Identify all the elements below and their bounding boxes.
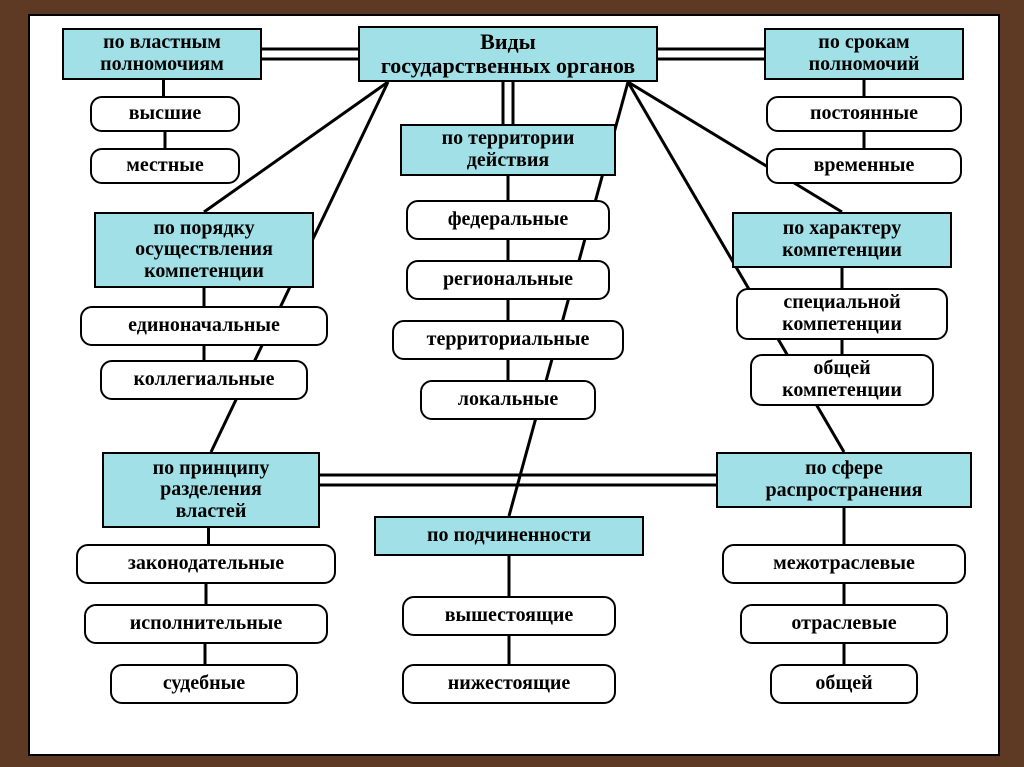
item-node-b6i3: судебные bbox=[110, 664, 298, 704]
item-node-b4i1: единоначальные bbox=[80, 306, 328, 346]
item-node-b2i1: постоянные bbox=[766, 96, 962, 132]
category-node-b5: по характерукомпетенции bbox=[732, 212, 952, 268]
item-node-b7i2: нижестоящие bbox=[402, 664, 616, 704]
root-node: Видыгосударственных органов bbox=[358, 26, 658, 82]
category-node-b2: по срокамполномочий bbox=[764, 28, 964, 80]
item-node-b1i2: местные bbox=[90, 148, 240, 184]
item-node-b3i2: региональные bbox=[406, 260, 610, 300]
item-node-b7i1: вышестоящие bbox=[402, 596, 616, 636]
item-node-b5i1: специальнойкомпетенции bbox=[736, 288, 948, 340]
item-node-b2i2: временные bbox=[766, 148, 962, 184]
item-node-b3i1: федеральные bbox=[406, 200, 610, 240]
item-node-b3i4: локальные bbox=[420, 380, 596, 420]
category-node-b1: по властнымполномочиям bbox=[62, 28, 262, 80]
category-node-b6: по принципуразделениявластей bbox=[102, 452, 320, 528]
item-node-b5i2: общейкомпетенции bbox=[750, 354, 934, 406]
item-node-b3i3: территориальные bbox=[392, 320, 624, 360]
diagram-sheet: Видыгосударственных органов по властнымпо… bbox=[28, 14, 1000, 756]
item-node-b4i2: коллегиальные bbox=[100, 360, 308, 400]
category-node-b8: по сферераспространения bbox=[716, 452, 972, 508]
item-node-b6i1: законодательные bbox=[76, 544, 336, 584]
category-node-b7: по подчиненности bbox=[374, 516, 644, 556]
category-node-b4: по порядкуосуществлениякомпетенции bbox=[94, 212, 314, 288]
item-node-b1i1: высшие bbox=[90, 96, 240, 132]
category-node-b3: по территориидействия bbox=[400, 124, 616, 176]
item-node-b8i1: межотраслевые bbox=[722, 544, 966, 584]
item-node-b8i2: отраслевые bbox=[740, 604, 948, 644]
item-node-b8i3: общей bbox=[770, 664, 918, 704]
item-node-b6i2: исполнительные bbox=[84, 604, 328, 644]
